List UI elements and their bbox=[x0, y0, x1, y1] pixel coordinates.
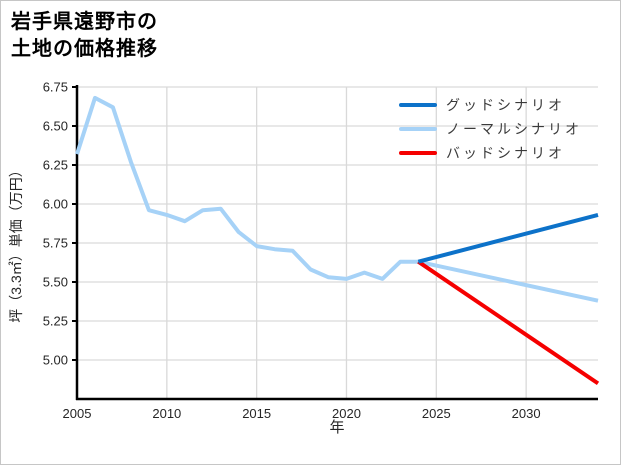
legend-swatch-good-line bbox=[399, 103, 437, 107]
chart-title-line1: 岩手県遠野市の bbox=[11, 11, 158, 33]
legend-item-bad: バッドシナリオ bbox=[399, 144, 582, 162]
x-tick-label: 2005 bbox=[63, 406, 92, 421]
x-tick-label: 2025 bbox=[422, 406, 451, 421]
y-tick-label: 5.75 bbox=[43, 236, 68, 251]
chart-title: 岩手県遠野市の 土地の価格推移 bbox=[11, 9, 158, 63]
legend-label-bad: バッドシナリオ bbox=[446, 145, 565, 161]
y-tick-label: 6.50 bbox=[43, 119, 68, 134]
chart-title-line2: 土地の価格推移 bbox=[11, 38, 158, 60]
y-tick-label: 6.75 bbox=[43, 80, 68, 95]
legend-swatch-normal-line bbox=[399, 127, 437, 131]
x-tick-label: 2010 bbox=[152, 406, 181, 421]
legend: グッドシナリオ ノーマルシナリオ バッドシナリオ bbox=[399, 96, 582, 162]
y-tick-label: 5.50 bbox=[43, 275, 68, 290]
y-tick-label: 5.25 bbox=[43, 314, 68, 329]
x-tick-label: 2030 bbox=[512, 406, 541, 421]
legend-label-good: グッドシナリオ bbox=[446, 97, 565, 113]
y-tick-label: 5.00 bbox=[43, 353, 68, 368]
x-tick-label: 2015 bbox=[242, 406, 271, 421]
gridlines bbox=[76, 86, 598, 399]
legend-swatch-bad-line bbox=[399, 151, 437, 155]
legend-label-normal: ノーマルシナリオ bbox=[446, 121, 582, 137]
x-tick-label: 2020 bbox=[332, 406, 361, 421]
axes bbox=[72, 85, 598, 401]
y-tick-label: 6.00 bbox=[43, 197, 68, 212]
series-line-バッドシナリオ bbox=[417, 260, 600, 386]
series-lines bbox=[75, 95, 600, 386]
tick-labels: 6.75 6.50 6.25 6.00 5.75 5.50 5.25 5.00 2005 2010… bbox=[43, 80, 541, 422]
series-line-グッドシナリオ bbox=[417, 212, 599, 264]
y-tick-label: 6.25 bbox=[43, 158, 68, 173]
series-line-ノーマルシナリオ bbox=[417, 259, 599, 303]
y-axis-label: 坪（3.3㎡）単価（万円） bbox=[8, 163, 24, 322]
legend-item-normal: ノーマルシナリオ bbox=[399, 120, 582, 138]
series-line-価格実績 bbox=[75, 95, 419, 281]
legend-item-good: グッドシナリオ bbox=[399, 96, 582, 114]
x-axis-label: 年 bbox=[329, 419, 344, 436]
